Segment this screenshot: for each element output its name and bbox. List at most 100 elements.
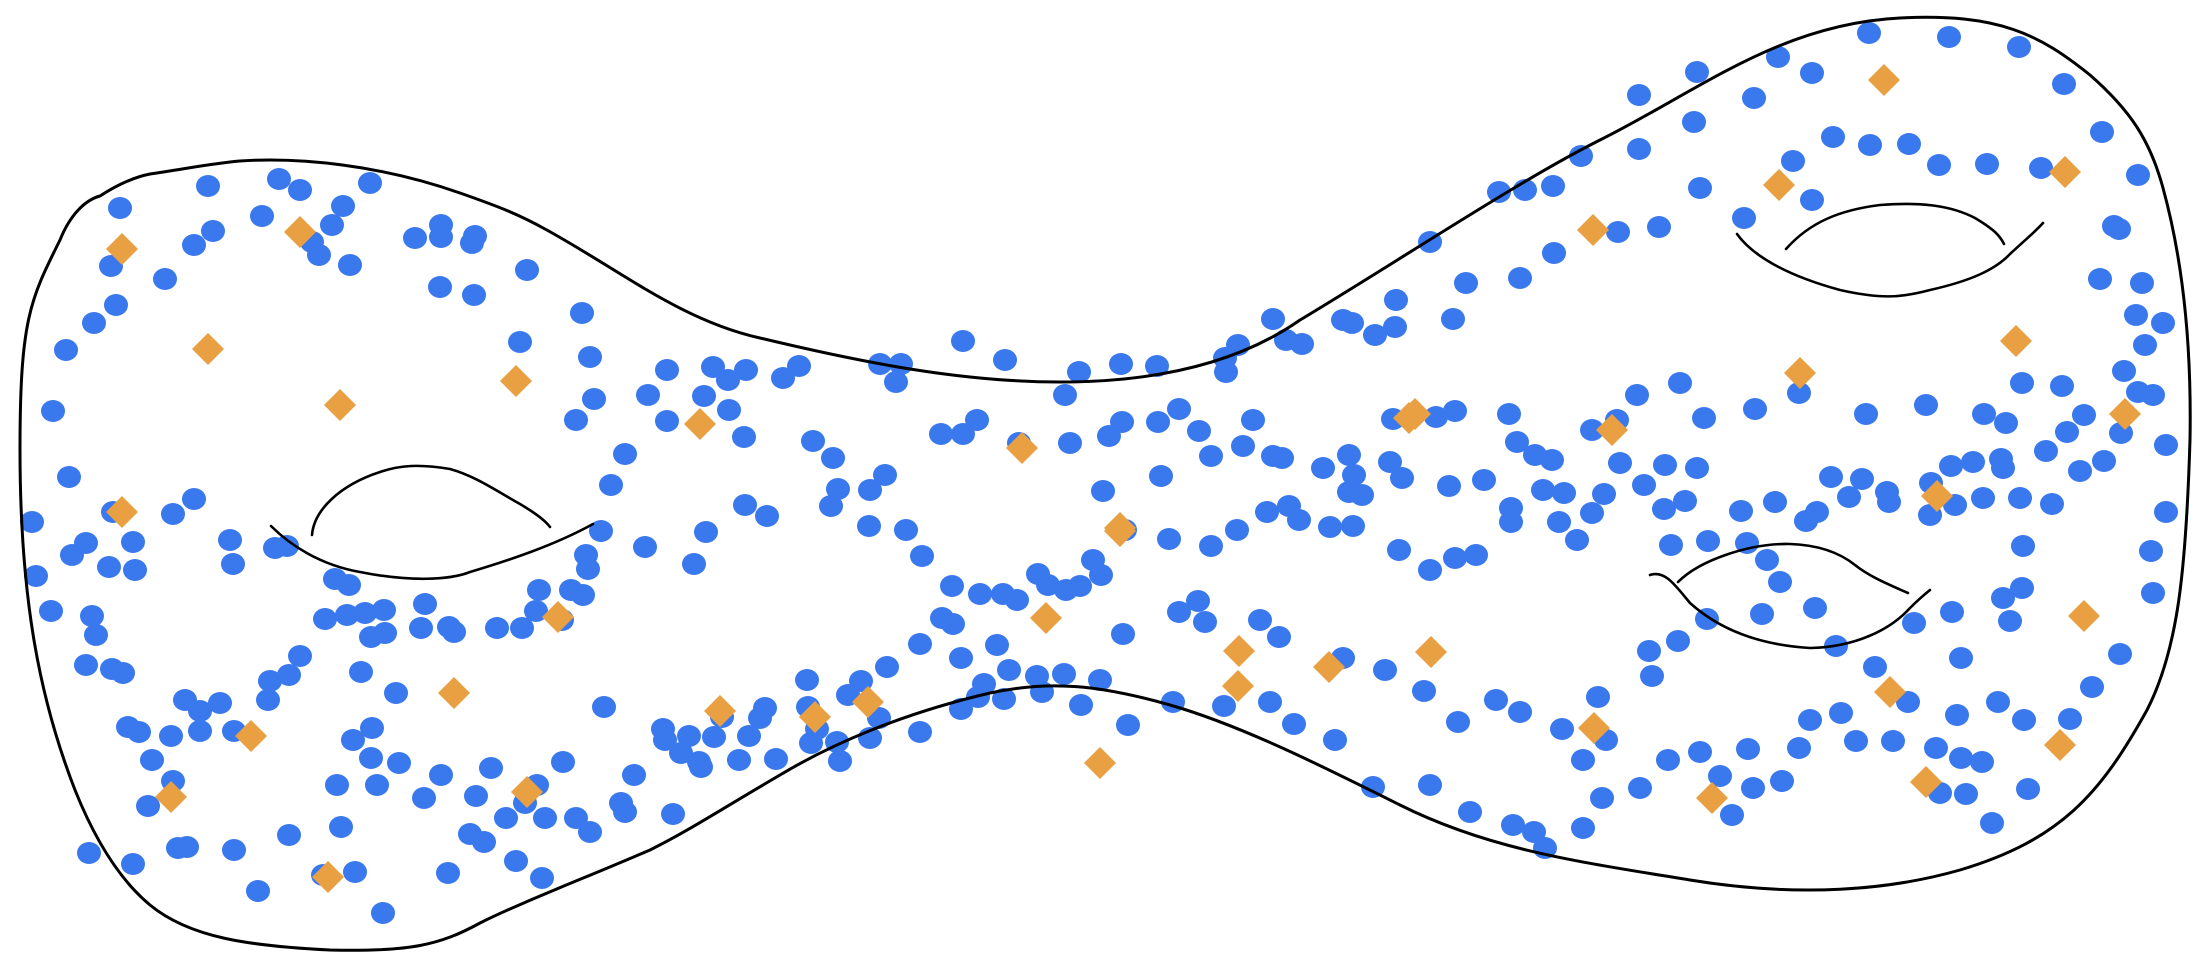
dot-marker	[2055, 421, 2079, 443]
dot-marker	[153, 268, 177, 290]
dot-marker	[1446, 711, 1470, 733]
dot-marker	[1193, 611, 1217, 633]
dot-marker	[968, 583, 992, 605]
dot-marker	[622, 764, 646, 786]
diamond-marker	[542, 601, 574, 633]
dot-marker	[2139, 540, 2163, 562]
dot-marker	[1800, 62, 1824, 84]
diamond-marker	[1874, 676, 1906, 708]
dot-marker	[365, 774, 389, 796]
dot-marker	[2154, 434, 2178, 456]
dot-marker	[1628, 777, 1652, 799]
dot-marker	[1361, 776, 1385, 798]
dot-marker	[1766, 46, 1790, 68]
dot-marker	[682, 553, 706, 575]
dot-marker	[1580, 419, 1604, 441]
dot-marker	[1844, 730, 1868, 752]
dot-marker	[1145, 355, 1169, 377]
dot-marker	[669, 742, 693, 764]
dot-marker	[764, 748, 788, 770]
dot-marker	[77, 842, 101, 864]
dot-marker	[1547, 511, 1571, 533]
dot-marker	[1199, 535, 1223, 557]
dot-marker	[111, 662, 135, 684]
dot-marker	[1850, 468, 1874, 490]
dot-marker	[1961, 451, 1985, 473]
dot-marker	[508, 331, 532, 353]
diamond-marker	[324, 389, 356, 421]
dot-marker	[1627, 84, 1651, 106]
dot-marker	[1026, 563, 1050, 585]
dot-marker	[1424, 406, 1448, 428]
dot-marker	[173, 689, 197, 711]
dot-marker	[258, 670, 282, 692]
dot-marker	[208, 692, 232, 714]
dot-marker	[819, 495, 843, 517]
dot-marker	[1497, 403, 1521, 425]
dot-marker	[1592, 483, 1616, 505]
dot-marker	[1632, 474, 1656, 496]
dot-marker	[1552, 482, 1576, 504]
dot-marker	[1542, 242, 1566, 264]
diamond-marker	[1104, 515, 1136, 547]
dot-marker	[908, 721, 932, 743]
dot-marker	[1187, 420, 1211, 442]
diamond-marker	[704, 695, 736, 727]
dot-marker	[1508, 701, 1532, 723]
dot-marker	[787, 355, 811, 377]
dot-marker	[1255, 501, 1279, 523]
dot-marker	[1053, 384, 1077, 406]
dot-marker	[1897, 133, 1921, 155]
dot-marker	[1794, 510, 1818, 532]
dot-marker	[993, 349, 1017, 371]
dot-marker	[1091, 480, 1115, 502]
diamond-marker	[511, 776, 543, 808]
dot-marker	[1924, 737, 1948, 759]
dot-marker	[1606, 221, 1630, 243]
surface-outline	[18, 15, 2192, 952]
dot-marker	[460, 232, 484, 254]
dot-marker	[159, 725, 183, 747]
dot-marker	[429, 214, 453, 236]
dot-marker	[1637, 640, 1661, 662]
dot-marker	[1608, 452, 1632, 474]
dot-marker	[1111, 623, 1135, 645]
dot-marker	[372, 599, 396, 621]
diamond-marker	[1313, 651, 1345, 683]
hole-lower-right	[1648, 542, 1932, 650]
dot-marker	[1081, 549, 1105, 571]
dot-marker	[1550, 718, 1574, 740]
dot-marker	[277, 664, 301, 686]
diamond-marker	[2049, 156, 2081, 188]
dot-marker	[201, 220, 225, 242]
dot-marker	[1819, 466, 1843, 488]
dot-marker	[2108, 643, 2132, 665]
diamond-marker	[1921, 480, 1953, 512]
dot-marker	[1418, 559, 1442, 581]
dot-marker	[2126, 164, 2150, 186]
dot-marker	[1863, 656, 1887, 678]
dot-marker	[1501, 814, 1525, 836]
diamond-marker	[2044, 729, 2076, 761]
dot-marker	[1625, 384, 1649, 406]
dot-marker	[826, 478, 850, 500]
dot-marker	[1720, 804, 1744, 826]
dot-marker	[1052, 663, 1076, 685]
dot-marker	[121, 531, 145, 553]
dot-marker	[1225, 519, 1249, 541]
dot-marker	[462, 284, 486, 306]
dot-marker	[1541, 175, 1565, 197]
dot-marker	[384, 682, 408, 704]
dot-marker	[288, 179, 312, 201]
dot-marker	[1443, 547, 1467, 569]
dot-marker	[1337, 444, 1361, 466]
dot-marker	[2080, 676, 2104, 698]
diamond-marker	[106, 233, 138, 265]
dot-marker	[636, 384, 660, 406]
dot-marker	[661, 803, 685, 825]
dot-marker	[182, 234, 206, 256]
dot-marker	[1858, 134, 1882, 156]
dot-marker	[1341, 515, 1365, 537]
dot-marker	[1580, 502, 1604, 524]
